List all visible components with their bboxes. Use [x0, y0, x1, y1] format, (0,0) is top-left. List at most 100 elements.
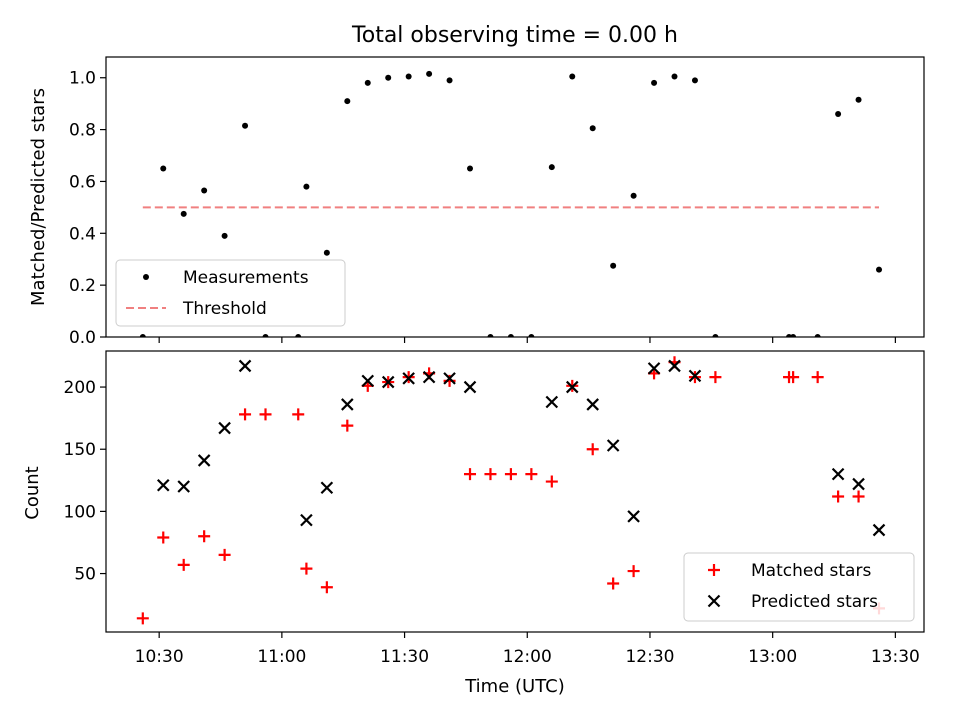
matched-star-point	[292, 408, 305, 421]
matched-star-point	[259, 408, 272, 421]
x-tick-label: 12:00	[503, 647, 552, 667]
measurement-point	[712, 334, 719, 337]
matched-star-point	[177, 558, 190, 571]
bottom-y-tick-label: 100	[64, 502, 96, 522]
measurement-point	[548, 164, 555, 171]
predicted-star-point	[197, 454, 211, 467]
measurement-point	[589, 125, 596, 132]
predicted-star-point	[463, 380, 477, 394]
predicted-star-point	[238, 359, 252, 373]
matched-star-point	[239, 408, 252, 421]
measurement-point	[487, 334, 494, 337]
predicted-star-point	[300, 513, 313, 527]
x-tick-label: 11:30	[380, 647, 429, 667]
predicted-star-point	[341, 398, 354, 411]
measurement-point	[876, 266, 883, 273]
matched-star-point	[341, 419, 354, 432]
predicted-star-point	[545, 395, 559, 409]
measurement-point	[180, 210, 187, 217]
x-tick-label: 13:00	[748, 647, 797, 667]
legend-label: Matched stars	[751, 561, 871, 581]
predicted-star-point	[443, 372, 456, 385]
matched-star-point	[709, 371, 722, 384]
matched-star-point	[545, 475, 558, 488]
predicted-star-point	[361, 374, 375, 388]
measurement-point	[446, 77, 453, 84]
measurement-point	[426, 70, 433, 77]
measurement-point	[201, 187, 208, 194]
measurement-point	[364, 79, 371, 86]
x-tick-label: 12:30	[625, 647, 674, 667]
predicted-star-point	[668, 359, 681, 373]
legend-label: Measurements	[183, 268, 309, 288]
matched-star-point	[320, 581, 333, 594]
measurement-point	[651, 79, 658, 86]
top-chart-title: Total observing time = 0.00 h	[351, 23, 678, 48]
top-y-tick-label: 0.0	[69, 328, 96, 348]
predicted-star-point	[218, 421, 231, 435]
measurement-point	[691, 77, 698, 84]
predicted-star-point	[177, 480, 190, 493]
legend-label: Threshold	[182, 299, 267, 319]
top-y-tick-label: 0.2	[69, 276, 96, 296]
matched-star-point	[852, 490, 865, 503]
bottom-y-tick-label: 50	[74, 565, 96, 585]
predicted-star-point	[381, 375, 395, 389]
measurement-point	[242, 122, 249, 129]
predicted-star-point	[565, 380, 579, 394]
measurement-point	[790, 334, 797, 337]
predicted-star-point	[156, 479, 170, 492]
measurement-point	[303, 183, 310, 190]
top-data	[139, 70, 883, 337]
matched-star-point	[157, 531, 170, 544]
matched-star-point	[300, 562, 313, 575]
measurement-point	[528, 334, 535, 337]
matched-star-point	[198, 530, 211, 543]
predicted-star-point	[872, 523, 886, 537]
legend-label: Predicted stars	[751, 592, 878, 612]
top-axes-frame	[105, 56, 925, 338]
matched-star-point	[586, 443, 599, 456]
measurement-point	[835, 111, 842, 118]
legend-matched-swatch	[708, 564, 720, 576]
bottom-plot-area: 50 100 150 200 10:30 11:00 11:30 12:00 12:30 13:0…	[64, 350, 925, 667]
top-y-tick-label: 0.6	[69, 172, 96, 192]
measurement-point	[385, 74, 392, 81]
measurement-point	[344, 98, 351, 105]
predicted-star-point	[606, 439, 620, 452]
matched-star-point	[136, 612, 149, 625]
measurement-point	[323, 249, 330, 256]
matched-star-point	[832, 490, 845, 503]
predicted-star-point	[852, 477, 865, 491]
matched-star-point	[627, 565, 640, 578]
measurement-point	[507, 334, 514, 337]
measurement-point	[671, 73, 678, 80]
matched-star-point	[787, 371, 800, 384]
bottom-y-axis-label: Count	[22, 466, 43, 519]
x-tick-label: 10:30	[135, 647, 184, 667]
matched-star-point	[464, 468, 477, 481]
predicted-star-point	[647, 362, 661, 375]
bottom-data	[136, 356, 886, 625]
bottom-x-axis-label: Time (UTC)	[464, 676, 565, 697]
measurement-point	[160, 165, 167, 172]
top-y-tick-label: 0.4	[69, 224, 96, 244]
predicted-star-point	[402, 372, 415, 385]
measurement-point	[262, 334, 269, 337]
predicted-star-point	[688, 369, 702, 383]
predicted-star-point	[586, 398, 599, 411]
top-legend: Measurements Threshold	[115, 259, 346, 327]
legend-predicted-swatch	[707, 594, 721, 608]
x-tick-label: 11:00	[257, 647, 306, 667]
matched-star-point	[504, 468, 517, 481]
x-tick-label: 13:30	[871, 647, 920, 667]
matched-star-point	[811, 371, 824, 384]
predicted-star-point	[627, 510, 640, 523]
top-y-tick-label: 0.8	[69, 121, 96, 141]
bottom-axes-frame	[105, 350, 925, 633]
bottom-y-tick-label: 200	[64, 378, 96, 398]
measurement-point	[855, 96, 862, 103]
bottom-y-tick-label: 150	[64, 440, 96, 460]
measurement-point	[630, 192, 637, 199]
